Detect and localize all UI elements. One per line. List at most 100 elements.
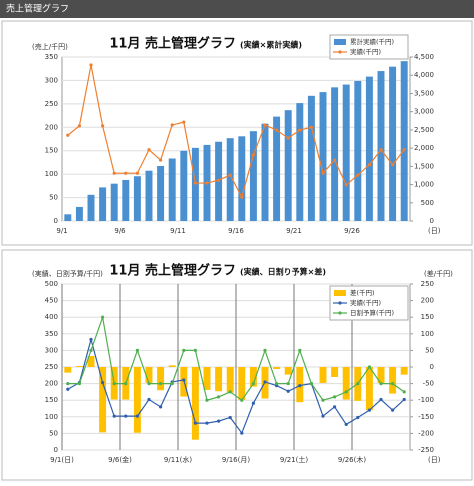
marker [193,181,197,185]
chart-title: 11月 売上管理グラフ [109,263,236,279]
bar [145,170,153,221]
marker [379,382,383,386]
y-tick-label: 100 [45,170,58,178]
marker [333,405,337,409]
marker [286,389,290,393]
marker [402,148,406,152]
marker [89,348,93,352]
y-tick-label: 200 [45,380,58,388]
marker [263,123,267,127]
marker [263,348,267,352]
marker [356,382,360,386]
legend-swatch [338,301,342,305]
bar [191,367,199,440]
marker [240,398,244,402]
marker [333,395,337,399]
bar [203,367,211,390]
bar [331,367,339,377]
y-tick-label: 0 [54,217,58,225]
marker [217,395,221,399]
marker [159,382,163,386]
bar [377,367,385,383]
bar [64,214,72,221]
line [67,337,405,435]
x-tick-label: 9/6(金) [108,455,132,464]
marker [240,195,244,199]
marker [298,383,302,388]
bar [389,66,397,222]
legend-label: 日割予算(千円) [350,308,394,317]
marker [379,397,383,402]
marker [182,348,186,352]
y2-tick-label: -50 [423,380,434,388]
y2-tick-label: 4,000 [414,71,434,79]
y-tick-label: 250 [45,363,58,371]
marker [101,381,105,385]
bar [365,76,373,221]
x-tick-label: 9/16 [228,227,244,235]
y2-tick-label: 0 [430,363,434,371]
bar [168,365,176,367]
marker [66,387,70,391]
bar [226,367,234,393]
x-tick-label: 9/11 [170,227,186,235]
marker [101,124,105,128]
y2-tick-label: 1,000 [414,181,434,189]
marker [391,408,395,412]
marker [321,171,325,175]
bar [319,92,327,221]
y2-tick-label: -250 [418,446,434,454]
marker [275,382,279,386]
line [67,314,405,402]
bar [238,136,246,221]
marker [89,63,93,67]
bar [389,367,397,394]
marker [112,414,116,418]
bar [110,183,118,221]
marker [344,390,348,394]
x-tick-label: 9/21 [286,227,302,235]
marker [147,382,151,386]
legend-swatch [338,50,342,54]
marker [391,382,395,386]
marker [182,120,186,124]
y2-tick-label: -150 [418,413,434,421]
marker [344,422,348,427]
marker [251,153,255,157]
bar [87,194,95,221]
y2-tick-label: 3,000 [414,108,434,116]
y-tick-label: 150 [45,147,58,155]
marker [286,136,290,140]
bar [75,366,83,367]
marker [367,365,371,369]
marker [193,421,197,425]
bar [215,367,223,392]
bar [99,367,107,433]
y-tick-label: 50 [49,194,58,202]
x-tick-label: 9/1(日) [50,456,74,464]
marker [367,163,371,167]
marker [321,414,325,418]
marker [101,315,105,319]
y-tick-label: 350 [45,53,58,61]
marker [66,133,70,137]
x-axis-label: (日) [428,227,441,235]
marker [356,415,360,420]
legend-label: 実績(千円) [350,298,381,307]
bar [122,179,130,221]
bar [133,367,141,433]
marker [66,382,70,386]
marker [402,390,406,394]
marker [275,128,279,132]
marker [217,419,221,423]
y-tick-label: 350 [45,330,58,338]
y-tick-label: 50 [49,429,58,437]
bar [365,367,373,411]
marker [135,414,139,418]
x-tick-label: 9/6 [114,227,126,235]
marker [205,421,209,425]
marker [205,181,209,185]
bar [377,71,385,221]
header-bar [0,0,474,18]
marker [356,173,360,177]
